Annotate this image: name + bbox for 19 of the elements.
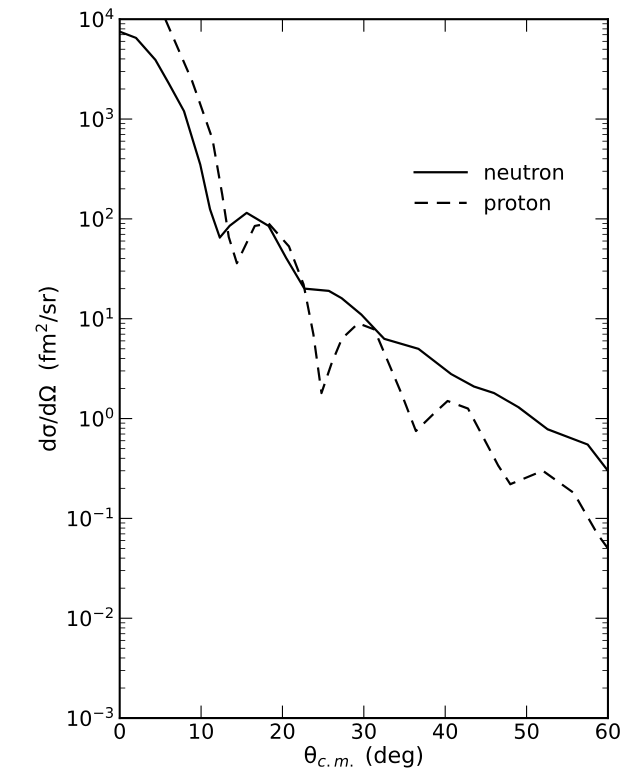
- x-tick-label: 0: [114, 723, 125, 740]
- y-tick-label: 10$^{0}$: [80, 408, 114, 427]
- x-tick-label: 20: [270, 723, 294, 740]
- y-axis-title: dσ/dΩ (fm$^{2}$/sr): [35, 287, 58, 451]
- x-tick-label: 60: [596, 723, 620, 740]
- y-tick-label: 10$^{−2}$: [68, 607, 113, 626]
- y-tick-label: 10$^{−3}$: [68, 707, 113, 726]
- y-tick-label: 10$^{4}$: [80, 8, 114, 28]
- x-tick-label: 40: [432, 723, 458, 740]
- legend-label: neutron: [485, 164, 564, 180]
- x-tick-label: 50: [514, 723, 538, 740]
- legend-label: proton: [485, 196, 550, 214]
- x-axis-title: θ$_{c.m.}$ (deg): [304, 746, 422, 768]
- y-tick-label: 10$^{−1}$: [68, 508, 113, 526]
- y-tick-label: 10$^{1}$: [80, 308, 113, 327]
- x-tick-label: 10: [190, 723, 213, 740]
- y-tick-label: 10$^{2}$: [80, 208, 113, 227]
- x-tick-label: 30: [352, 723, 376, 740]
- y-tick-label: 10$^{3}$: [80, 108, 113, 128]
